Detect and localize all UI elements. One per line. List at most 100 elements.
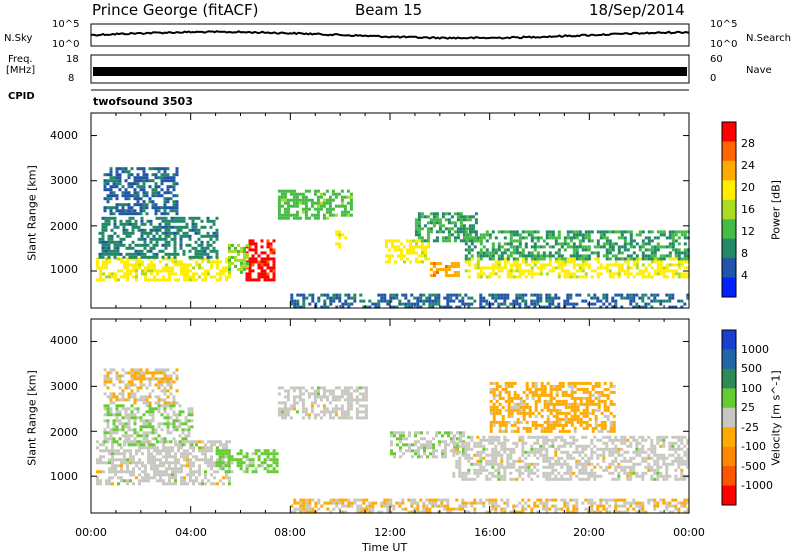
velocity-data-cell [337,416,341,420]
power-data-cell [301,210,305,214]
power-data-cell [671,248,675,252]
power-data-cell [659,260,663,264]
velocity-data-cell [597,390,601,394]
velocity-data-cell [121,407,125,411]
power-data-cell [103,209,107,213]
velocity-data-cell [221,452,225,456]
nsky-trace-line [90,30,690,40]
velocity-data-cell [542,441,546,445]
power-data-cell [170,252,174,256]
velocity-data-cell [117,452,120,456]
velocity-data-cell [510,423,514,427]
power-data-cell [194,240,198,244]
velocity-data-cell [650,441,654,445]
velocity-data-cell [560,444,564,448]
power-data-cell [112,185,116,189]
velocity-data-cell [346,398,350,402]
power-data-cell [269,269,273,273]
velocity-data-cell [600,399,604,403]
power-data-cell [225,260,228,264]
velocity-data-cell [596,456,600,460]
velocity-data-cell [115,425,119,429]
velocity-data-cell [159,458,162,462]
power-data-cell [143,252,147,256]
velocity-data-cell [570,390,574,394]
power-data-cell [142,185,146,189]
velocity-data-cell [109,401,113,405]
power-data-cell [152,234,156,238]
velocity-data-cell [569,471,573,475]
power-data-cell [385,254,388,258]
velocity-data-cell [444,431,447,435]
velocity-data-cell [554,453,558,457]
velocity-data-cell [277,401,281,405]
power-data-cell [124,191,128,195]
velocity-data-cell [455,447,459,451]
velocity-data-cell [582,402,586,406]
velocity-data-cell [150,446,153,450]
velocity-data-cell [356,498,360,502]
power-data-cell [500,251,504,255]
velocity-data-cell [178,443,182,447]
velocity-data-cell [349,404,353,408]
power-data-cell [548,269,552,273]
power-data-cell [453,230,457,234]
velocity-data-cell [114,452,117,456]
velocity-data-cell [301,398,305,402]
power-data-cell [512,260,516,264]
power-data-cell [497,269,501,273]
velocity-data-cell [512,459,516,463]
power-data-cell [328,213,332,217]
velocity-data-cell [398,501,402,505]
power-data-cell [257,275,261,279]
power-data-cell [293,302,297,306]
velocity-data-cell [148,401,152,405]
velocity-data-cell [355,413,359,417]
power-data-cell [629,302,633,306]
velocity-data-cell [603,426,607,430]
power-data-cell [602,293,606,297]
power-data-cell [435,236,439,240]
power-data-cell [417,212,421,216]
power-data-cell [605,230,609,234]
velocity-data-cell [127,419,131,423]
velocity-data-cell [686,438,690,442]
velocity-data-cell [301,416,305,420]
velocity-data-cell [124,398,128,402]
power-data-cell [515,263,519,267]
velocity-data-cell [292,386,296,390]
power-data-cell [415,242,418,246]
velocity-data-cell [144,470,147,474]
power-data-cell [668,236,672,240]
velocity-data-cell [449,507,453,511]
velocity-data-cell [587,477,591,481]
velocity-data-cell [492,423,496,427]
velocity-data-cell [175,389,179,393]
velocity-data-cell [485,459,489,463]
velocity-data-cell [575,444,579,448]
velocity-data-cell [683,459,687,463]
velocity-data-cell [428,507,432,511]
velocity-data-cell [166,431,170,435]
velocity-data-cell [590,468,594,472]
velocity-data-cell [114,464,117,468]
velocity-data-cell [142,443,146,447]
power-data-cell [289,213,293,217]
power-data-cell [107,237,111,241]
velocity-data-cell [248,461,252,465]
velocity-data-cell [386,498,390,502]
velocity-data-cell [145,434,149,438]
power-data-cell [164,231,168,235]
power-data-cell [103,206,107,210]
velocity-data-cell [266,464,270,468]
power-data-cell [179,234,183,238]
velocity-data-cell [399,434,402,438]
power-data-cell [188,216,192,220]
velocity-data-cell [254,470,258,474]
power-data-cell [575,254,579,258]
power-data-cell [429,274,433,277]
velocity-data-cell [118,422,122,426]
velocity-data-cell [473,462,477,466]
power-data-cell [632,257,636,261]
velocity-data-cell [283,416,287,420]
